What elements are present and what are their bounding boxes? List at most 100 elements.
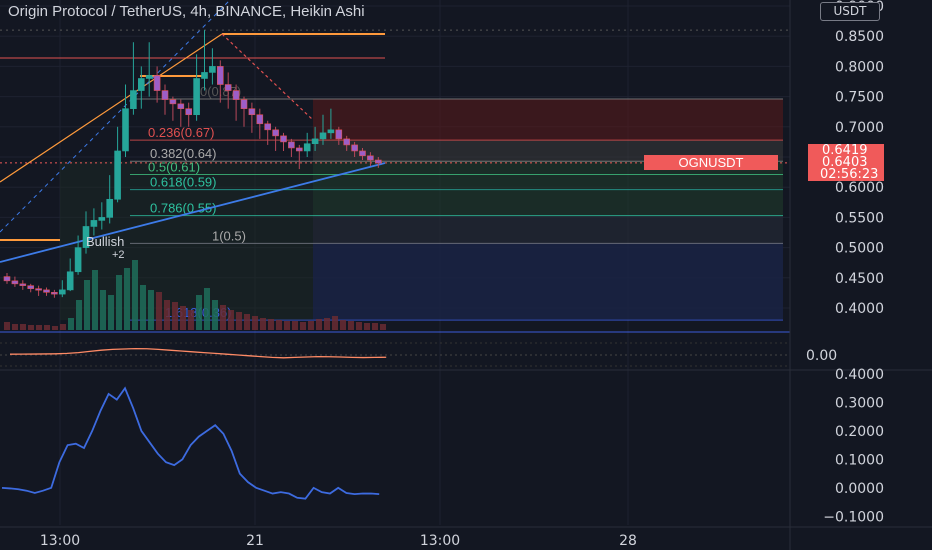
- time-axis-label: 21: [246, 533, 264, 549]
- candle-body: [185, 108, 192, 116]
- price-axis-label: 0.8500: [835, 29, 884, 45]
- volume-bar: [140, 285, 146, 330]
- volume-bar: [148, 290, 154, 330]
- volume-bar: [364, 323, 370, 330]
- candle-body: [272, 129, 279, 137]
- volume-bar: [132, 260, 138, 330]
- time-axis-label: 28: [619, 533, 637, 549]
- oscillator-axis-label: 0.2000: [835, 424, 884, 440]
- candle-body: [145, 75, 153, 79]
- oscillator-axis-label: 0.1000: [835, 452, 884, 468]
- candle-body: [319, 132, 327, 140]
- volume-bar: [212, 300, 218, 330]
- candle-body: [217, 66, 224, 85]
- volume-bar: [244, 314, 250, 330]
- chart-title: Origin Protocol / TetherUS, 4h, BINANCE,…: [8, 3, 365, 20]
- candle-body: [106, 198, 113, 218]
- volume-bar: [116, 275, 122, 330]
- volume-bar: [52, 326, 58, 330]
- volume-bar: [284, 321, 290, 330]
- volume-bar: [236, 312, 242, 330]
- volume-bar: [124, 268, 130, 330]
- volume-bar: [100, 290, 106, 330]
- volume-bar: [220, 305, 226, 330]
- candle-body: [359, 150, 366, 157]
- candle-body: [161, 90, 169, 100]
- candle-body: [303, 143, 311, 152]
- candle-body: [169, 99, 177, 105]
- candle-body: [280, 135, 287, 143]
- price-axis-label: 0.5000: [835, 241, 884, 257]
- candle-body: [201, 72, 208, 79]
- candle-body: [51, 291, 58, 295]
- volume-bar: [108, 295, 114, 330]
- countdown-tag: 02:56:23: [808, 168, 884, 181]
- candle-body: [343, 138, 351, 146]
- fib-zone: [313, 215, 783, 244]
- price-axis-label: 0.4500: [835, 271, 884, 287]
- volume-bar: [68, 318, 74, 330]
- time-axis-label: 13:00: [40, 533, 80, 549]
- volume-bar: [204, 288, 210, 330]
- bullish-label: Bullish: [86, 234, 124, 249]
- volume-bar: [4, 322, 10, 330]
- candle-body: [153, 75, 161, 91]
- fib-zone: [313, 243, 783, 321]
- volume-bar: [348, 321, 354, 330]
- volume-bar: [84, 280, 90, 330]
- candle-body: [367, 155, 374, 161]
- candle-body: [311, 138, 319, 145]
- volume-bar: [380, 324, 386, 330]
- oscillator-axis-label: 0.4000: [835, 367, 884, 383]
- candle-body: [209, 66, 216, 73]
- candle-body: [122, 108, 129, 152]
- candle-body: [177, 103, 185, 109]
- indicator-axis-label: 0.00: [806, 348, 837, 364]
- volume-bar: [76, 300, 82, 330]
- candle-body: [248, 108, 256, 116]
- volume-bar: [188, 310, 194, 330]
- price-axis-label: 0.7500: [835, 90, 884, 106]
- time-axis-label: 13:00: [420, 533, 460, 549]
- volume-bar: [44, 325, 50, 330]
- candle-body: [114, 150, 121, 200]
- candle-body: [35, 288, 42, 291]
- candle-body: [138, 78, 145, 91]
- candle-body: [224, 84, 232, 91]
- oscillator-axis-label: 0.0000: [835, 481, 884, 497]
- candle-body: [3, 276, 11, 282]
- bullish-sub-label: +2: [112, 249, 125, 261]
- candle-body: [256, 114, 264, 125]
- price-axis-label: 0.4000: [835, 301, 884, 317]
- volume-bar: [28, 325, 34, 330]
- currency-button[interactable]: USDT: [820, 2, 880, 21]
- support-trend-line: [0, 162, 386, 263]
- oscillator-axis-label: 0.3000: [835, 395, 884, 411]
- candle-body: [240, 99, 248, 109]
- oscillator-line: [1, 386, 380, 500]
- volume-bar: [20, 324, 26, 330]
- candle-body: [19, 283, 27, 286]
- candle-body: [66, 271, 74, 291]
- volume-bar: [332, 316, 338, 330]
- volume-bar: [196, 295, 202, 330]
- candle-body: [82, 226, 90, 248]
- candle-body: [130, 90, 137, 109]
- candle-body: [327, 129, 335, 134]
- volume-bar: [172, 302, 178, 330]
- fib-level-label: 0.618(0.59): [150, 175, 217, 190]
- candle-body: [90, 220, 98, 227]
- candle-body: [74, 247, 82, 273]
- candle-body: [232, 90, 240, 100]
- ticker-tag: OGNUSDT: [644, 155, 778, 170]
- trend-line: [0, 33, 223, 183]
- fib-zone: [313, 161, 783, 216]
- volume-bar: [356, 322, 362, 330]
- volume-bar: [164, 300, 170, 330]
- price-axis-label: 0.6000: [835, 180, 884, 196]
- volume-bar: [316, 319, 322, 330]
- candle-body: [193, 78, 200, 116]
- volume-bar: [372, 323, 378, 330]
- volume-bar: [156, 292, 162, 330]
